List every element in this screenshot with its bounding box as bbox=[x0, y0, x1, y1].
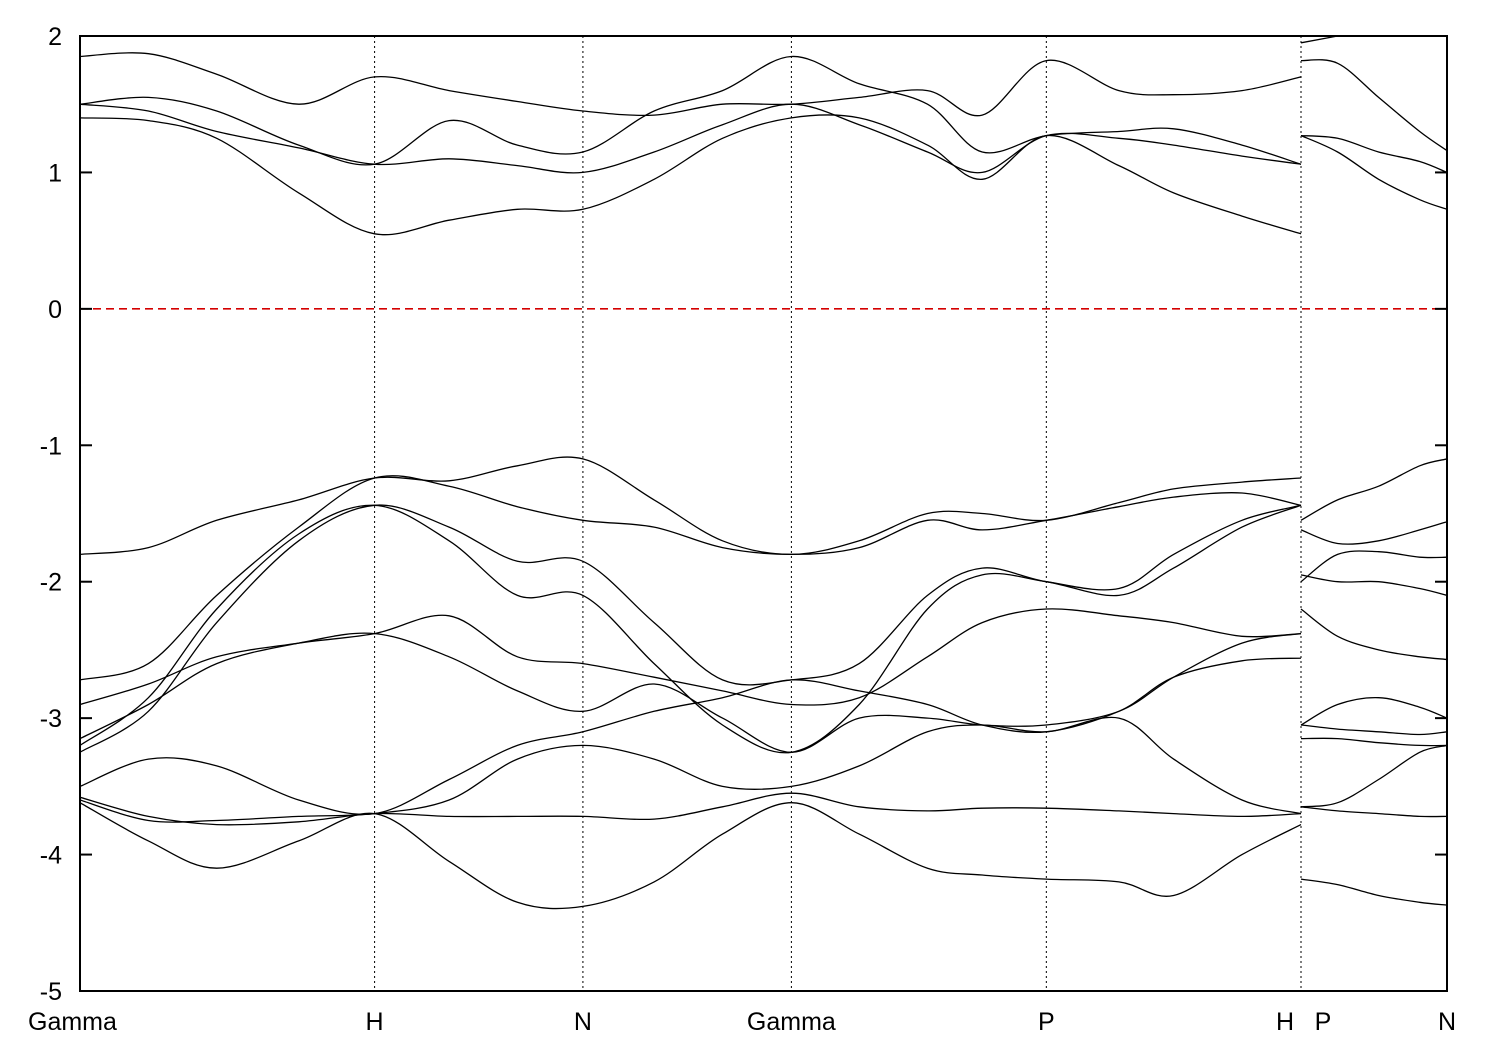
band-line-27 bbox=[1300, 806, 1447, 818]
y-tick-label-6: -4 bbox=[40, 842, 62, 870]
y-tick-label-5: -3 bbox=[40, 705, 62, 733]
plot-frame bbox=[79, 35, 1448, 992]
band-line-1 bbox=[80, 114, 1302, 236]
band-line-25 bbox=[1300, 737, 1447, 747]
band-line-6 bbox=[80, 504, 1302, 753]
ticks-layer bbox=[80, 35, 1447, 992]
band-line-4 bbox=[80, 456, 1302, 556]
x-tick-label-6: P bbox=[1315, 1008, 1332, 1036]
band-line-18 bbox=[1300, 458, 1447, 521]
x-tick-labels: Gamma H N Gamma P H P N bbox=[28, 1008, 1456, 1036]
band-line-2 bbox=[80, 103, 1302, 174]
x-tick-label-3: Gamma bbox=[747, 1008, 836, 1036]
x-tick-label-7: N bbox=[1438, 1008, 1456, 1036]
band-line-9 bbox=[80, 632, 1302, 753]
band-line-24 bbox=[1300, 724, 1447, 736]
bands-layer bbox=[80, 36, 1447, 910]
band-line-14 bbox=[1300, 134, 1447, 174]
band-line-20 bbox=[1300, 550, 1447, 583]
x-tick-label-4: P bbox=[1038, 1008, 1055, 1036]
band-line-19 bbox=[1300, 521, 1447, 545]
band-line-12 bbox=[80, 802, 1302, 910]
band-line-21 bbox=[1300, 574, 1447, 597]
band-line-28 bbox=[1300, 878, 1447, 906]
x-tick-label-5: H bbox=[1276, 1008, 1294, 1036]
y-tick-label-7: -5 bbox=[40, 978, 62, 1006]
band-line-22 bbox=[1300, 608, 1447, 661]
band-line-23 bbox=[1300, 697, 1447, 726]
band-line-5 bbox=[80, 475, 1302, 681]
y-tick-label-4: -2 bbox=[40, 569, 62, 597]
band-line-17 bbox=[1300, 36, 1342, 44]
y-tick-label-0: 2 bbox=[48, 23, 62, 51]
x-tick-label-1: H bbox=[366, 1008, 384, 1036]
kpoint-lines-layer bbox=[374, 36, 1302, 991]
y-tick-label-1: 1 bbox=[48, 159, 62, 187]
band-line-0 bbox=[80, 52, 1302, 117]
x-tick-label-0: Gamma bbox=[28, 1008, 117, 1036]
band-line-16 bbox=[1300, 59, 1447, 152]
y-tick-label-3: -1 bbox=[40, 432, 62, 460]
y-tick-labels: 2 1 0 -1 -2 -3 -4 -5 bbox=[40, 23, 62, 1006]
y-tick-label-2: 0 bbox=[48, 296, 62, 324]
band-line-13 bbox=[80, 792, 1302, 826]
band-line-7 bbox=[80, 504, 1302, 754]
band-line-3 bbox=[80, 55, 1302, 166]
x-tick-label-2: N bbox=[574, 1008, 592, 1036]
band-line-26 bbox=[1300, 744, 1447, 808]
band-line-11 bbox=[80, 716, 1302, 823]
band-line-10 bbox=[80, 657, 1302, 815]
band-line-15 bbox=[1300, 135, 1447, 210]
